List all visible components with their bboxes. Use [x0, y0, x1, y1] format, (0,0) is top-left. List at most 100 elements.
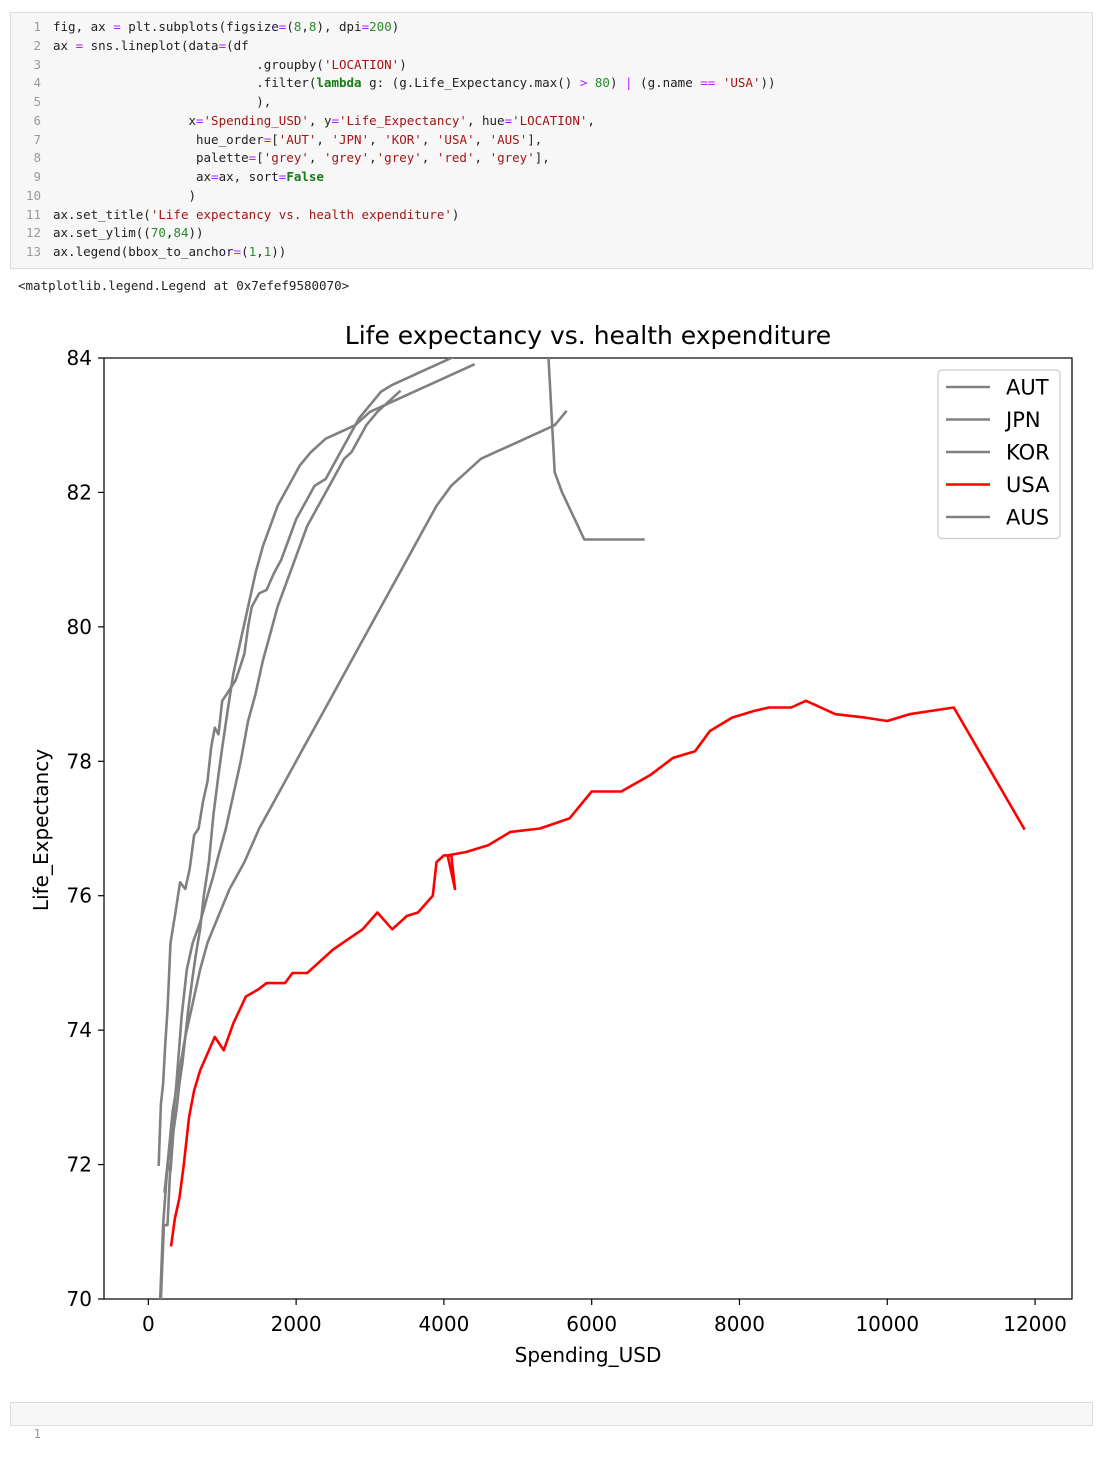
line-number: 10: [25, 187, 41, 203]
code-token: ,: [474, 131, 490, 147]
code-text: ax.set_ylim((70,84)): [53, 224, 204, 243]
code-token: [715, 75, 723, 90]
code-text: ax = sns.lineplot(data=(df: [53, 37, 249, 56]
code-token: ax.legend(bbox_to_anchor: [53, 244, 234, 259]
chart-title: Life expectancy vs. health expenditure: [345, 321, 831, 350]
line-chart: Life expectancy vs. health expenditure S…: [29, 321, 1073, 1367]
y-tick-label: 80: [67, 615, 92, 639]
code-token: ): [391, 19, 400, 34]
y-tick-label: 76: [67, 884, 92, 908]
code-token: =: [75, 37, 84, 53]
code-token: ), dpi: [316, 19, 362, 34]
x-tick-label: 10000: [855, 1312, 919, 1336]
code-token: 'Spending_USD': [203, 112, 309, 128]
code-token: )): [188, 225, 204, 241]
x-tick-label: 8000: [714, 1312, 765, 1336]
code-token: 'grey': [263, 150, 309, 166]
plot-area: [103, 357, 1073, 1300]
code-token: 'grey': [323, 150, 370, 166]
y-tick-label: 72: [67, 1153, 92, 1177]
code-token: 'LOCATION': [512, 112, 588, 128]
code-text: ax.legend(bbox_to_anchor=(1,1)): [53, 243, 286, 262]
code-token: ax, sort: [218, 169, 279, 184]
legend-label: AUT: [1006, 376, 1049, 400]
y-tick-label: 74: [67, 1018, 92, 1042]
code-token: [587, 75, 595, 90]
code-token: 'LOCATION': [323, 56, 400, 72]
y-ticks: 70 72 74 76 78 80 82 84: [67, 346, 104, 1311]
line-number: 13: [25, 244, 41, 259]
code-token: =: [263, 131, 272, 147]
code-text: ),: [53, 93, 271, 112]
code-token: 'AUS': [489, 131, 528, 147]
code-cell[interactable]: 1 fig, ax = plt.subplots(figsize=(8,8), d…: [10, 12, 1093, 269]
x-tick-label: 12000: [1003, 1312, 1067, 1336]
y-tick-label: 82: [67, 480, 92, 504]
line-number: 6: [33, 112, 41, 128]
code-token: =: [233, 244, 242, 259]
empty-code-cell[interactable]: 1: [10, 1402, 1093, 1441]
code-token: =: [504, 112, 513, 128]
line-number: 12: [25, 225, 41, 241]
code-text: palette=['grey', 'grey','grey', 'red', '…: [53, 149, 550, 168]
code-token: ,: [474, 150, 490, 166]
code-token: ),: [53, 94, 272, 109]
x-tick-label: 0: [142, 1312, 155, 1336]
code-token: ,: [421, 150, 437, 166]
code-token: ,: [308, 150, 324, 166]
code-token: ): [609, 75, 625, 91]
code-token: 'Life_Expectancy': [339, 112, 467, 128]
code-token: ,: [587, 112, 595, 128]
series-lines: [157, 358, 1026, 1299]
code-token: [: [256, 150, 264, 166]
x-ticks: 0 2000 4000 6000 8000 10000 12000: [142, 1299, 1067, 1336]
code-token: 1: [248, 244, 257, 259]
code-token: 'grey': [489, 150, 535, 166]
legend-label: AUS: [1006, 506, 1049, 530]
code-token: .groupby(: [53, 56, 324, 72]
code-token: [: [271, 131, 279, 147]
y-tick-label: 78: [67, 749, 92, 773]
code-token: ax: [53, 169, 212, 184]
y-tick-label: 70: [67, 1287, 92, 1311]
code-text: hue_order=['AUT', 'JPN', 'KOR', 'USA', '…: [53, 131, 542, 150]
code-token: 'USA': [436, 131, 475, 147]
code-text: ): [53, 187, 196, 206]
code-token: False: [286, 169, 324, 184]
legend-label: USA: [1006, 473, 1050, 497]
code-token: |: [625, 75, 633, 91]
cell-output-text: <matplotlib.legend.Legend at 0x7efef9580…: [18, 278, 350, 293]
code-token: =: [278, 169, 287, 184]
code-token: )): [760, 75, 776, 91]
line-number: 1: [33, 19, 41, 34]
y-tick-label: 84: [67, 346, 92, 370]
code-token: ],: [534, 150, 550, 166]
code-token: 'red': [436, 150, 475, 166]
code-text: ax=ax, sort=False: [53, 168, 324, 187]
code-token: ,: [369, 150, 377, 166]
code-token: 8: [308, 19, 317, 34]
code-token: =: [331, 112, 339, 128]
code-token: lambda: [316, 75, 362, 91]
code-token: =: [211, 169, 219, 184]
line-number: 9: [33, 169, 41, 184]
code-token: ): [451, 206, 460, 222]
code-token: )): [271, 244, 287, 259]
code-token: 'JPN': [331, 131, 370, 147]
code-token: ): [53, 187, 196, 203]
legend-label: JPN: [1004, 408, 1041, 432]
code-token: ],: [527, 131, 543, 147]
code-token: , y: [308, 112, 332, 128]
x-tick-label: 4000: [418, 1312, 469, 1336]
code-token: =: [113, 19, 121, 34]
code-token: 8: [293, 19, 302, 34]
series-line-jpn: [159, 389, 402, 1299]
code-token: ax: [53, 37, 76, 53]
code-token: >: [579, 75, 588, 91]
series-line-aus: [157, 358, 645, 1166]
legend: AUT JPN KOR USA AUS: [937, 369, 1061, 540]
series-line-kor: [158, 409, 568, 1299]
code-token: fig, ax: [53, 19, 114, 34]
x-tick-label: 2000: [271, 1312, 322, 1336]
legend-label: KOR: [1006, 441, 1050, 465]
